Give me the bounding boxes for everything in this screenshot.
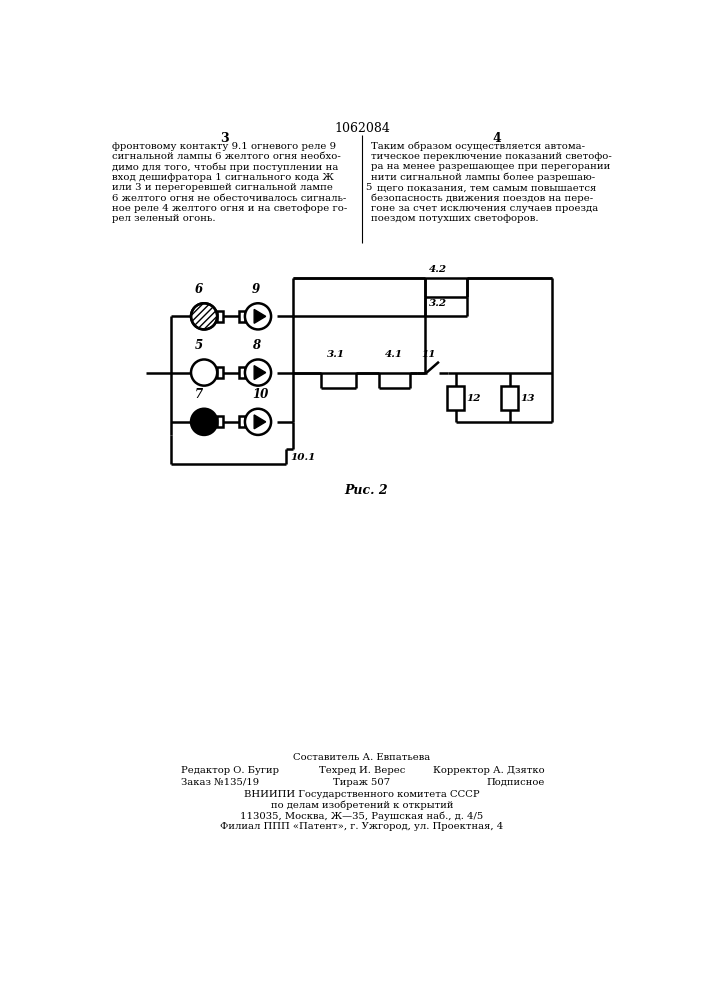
Polygon shape xyxy=(254,415,266,429)
Bar xyxy=(239,416,245,427)
Text: Тираж 507: Тираж 507 xyxy=(334,778,390,787)
Bar xyxy=(501,386,518,410)
Text: 6 желтого огня не обесточивалось сигналь-: 6 желтого огня не обесточивалось сигналь… xyxy=(112,194,346,203)
Text: ра на менее разрешающее при перегорании: ра на менее разрешающее при перегорании xyxy=(371,162,611,171)
Text: 5: 5 xyxy=(195,339,203,352)
Text: тическое переключение показаний светофо-: тическое переключение показаний светофо- xyxy=(371,152,612,161)
Text: 3.2: 3.2 xyxy=(429,299,447,308)
Text: ное реле 4 желтого огня и на светофоре го-: ное реле 4 желтого огня и на светофоре г… xyxy=(112,204,347,213)
Text: 4: 4 xyxy=(492,132,501,145)
Bar xyxy=(239,367,245,378)
Text: 8: 8 xyxy=(252,339,260,352)
Text: 9: 9 xyxy=(252,283,260,296)
Text: Филиал ППП «Патент», г. Ужгород, ул. Проектная, 4: Филиал ППП «Патент», г. Ужгород, ул. Про… xyxy=(221,822,503,831)
Polygon shape xyxy=(254,366,266,379)
Bar xyxy=(217,311,223,322)
Text: 4.1: 4.1 xyxy=(385,350,403,359)
Text: Редактор О. Бугир: Редактор О. Бугир xyxy=(181,766,279,775)
Text: Корректор А. Дзятко: Корректор А. Дзятко xyxy=(433,766,544,775)
Text: Таким образом осуществляется автома-: Таким образом осуществляется автома- xyxy=(371,142,585,151)
Text: ВНИИПИ Государственного комитета СССР: ВНИИПИ Государственного комитета СССР xyxy=(244,790,480,799)
Bar xyxy=(448,386,464,410)
Circle shape xyxy=(191,359,217,386)
Text: 13: 13 xyxy=(520,394,535,403)
Polygon shape xyxy=(254,309,266,323)
Circle shape xyxy=(191,303,217,329)
Text: димо для того, чтобы при поступлении на: димо для того, чтобы при поступлении на xyxy=(112,162,338,172)
Text: 10: 10 xyxy=(252,388,268,401)
Text: по делам изобретений к открытий: по делам изобретений к открытий xyxy=(271,801,453,810)
Text: 4.2: 4.2 xyxy=(429,265,447,274)
Bar xyxy=(239,311,245,322)
Text: нити сигнальной лампы более разрешаю-: нити сигнальной лампы более разрешаю- xyxy=(371,173,595,182)
Text: Рис. 2: Рис. 2 xyxy=(344,484,388,497)
Text: 10.1: 10.1 xyxy=(291,453,316,462)
Text: 7: 7 xyxy=(195,388,203,401)
Text: 3.1: 3.1 xyxy=(327,350,346,359)
Text: 113035, Москва, Ж—35, Раушская наб., д. 4/5: 113035, Москва, Ж—35, Раушская наб., д. … xyxy=(240,811,484,821)
Text: гоне за счет исключения случаев проезда: гоне за счет исключения случаев проезда xyxy=(371,204,598,213)
Text: 6: 6 xyxy=(195,283,203,296)
Text: Подписное: Подписное xyxy=(486,778,544,787)
Text: вход дешифратора 1 сигнального кода Ж: вход дешифратора 1 сигнального кода Ж xyxy=(112,173,334,182)
Text: сигнальной лампы 6 желтого огня необхо-: сигнальной лампы 6 желтого огня необхо- xyxy=(112,152,341,161)
Text: или 3 и перегоревшей сигнальной лампе: или 3 и перегоревшей сигнальной лампе xyxy=(112,183,332,192)
Text: Заказ №135/19: Заказ №135/19 xyxy=(181,778,259,787)
Text: Техред И. Верес: Техред И. Верес xyxy=(319,766,405,775)
Circle shape xyxy=(245,303,271,329)
Circle shape xyxy=(245,409,271,435)
Text: 1062084: 1062084 xyxy=(334,122,390,135)
Text: безопасность движения поездов на пере-: безопасность движения поездов на пере- xyxy=(371,194,593,203)
Text: щего показания, тем самым повышается: щего показания, тем самым повышается xyxy=(378,183,597,192)
Text: 3: 3 xyxy=(221,132,229,145)
Text: Составитель А. Евпатьева: Составитель А. Евпатьева xyxy=(293,753,431,762)
Text: 12: 12 xyxy=(467,394,481,403)
Bar xyxy=(217,367,223,378)
Text: рел зеленый огонь.: рел зеленый огонь. xyxy=(112,214,216,223)
Text: фронтовому контакту 9.1 огневого реле 9: фронтовому контакту 9.1 огневого реле 9 xyxy=(112,142,336,151)
Circle shape xyxy=(245,359,271,386)
Text: 11: 11 xyxy=(421,350,436,359)
Text: поездом потухших светофоров.: поездом потухших светофоров. xyxy=(371,214,539,223)
Text: 5: 5 xyxy=(365,183,371,192)
Circle shape xyxy=(191,409,217,435)
Bar xyxy=(217,416,223,427)
